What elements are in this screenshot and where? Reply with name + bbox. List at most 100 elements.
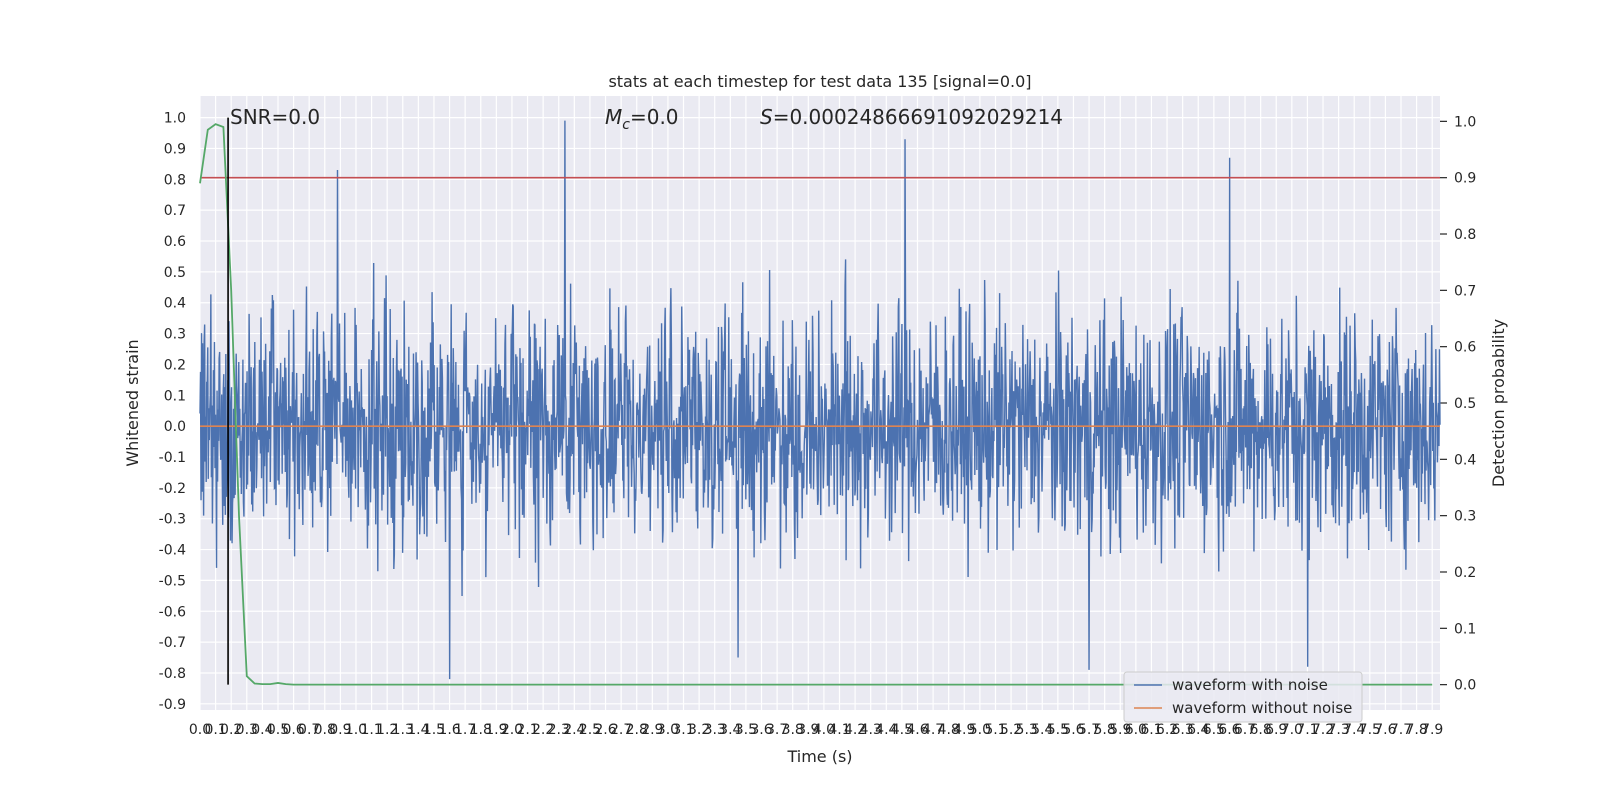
x-tick-label: 1.9 xyxy=(485,722,507,738)
y-tick-label: 0.8 xyxy=(164,172,186,188)
x-tick-label: 1.1 xyxy=(360,722,382,738)
x-tick-label: 7.5 xyxy=(1359,722,1381,738)
y-tick-label: 0.6 xyxy=(164,234,186,250)
x-tick-label: 3.0 xyxy=(657,722,679,738)
legend: waveform with noise waveform without noi… xyxy=(1123,671,1363,723)
x-tick-label: 7.6 xyxy=(1374,722,1396,738)
x-tick-label: 1.3 xyxy=(392,722,414,738)
x-tick-label: 4.5 xyxy=(891,722,913,738)
x-tick-label: 4.8 xyxy=(938,722,960,738)
mc-value: =0.0 xyxy=(630,105,679,129)
x-tick-label: 5.6 xyxy=(1062,722,1084,738)
chirp-mass-annotation: Mc=0.0 xyxy=(605,105,679,133)
y-tick-label: -0.3 xyxy=(159,512,186,528)
x-tick-label: 0.7 xyxy=(298,722,320,738)
x-tick-label: 3.5 xyxy=(735,722,757,738)
y-tick-label: -0.6 xyxy=(159,604,186,620)
x-tick-label: 5.4 xyxy=(1031,722,1053,738)
x-tick-label: 4.0 xyxy=(813,722,835,738)
x-tick-label: 1.2 xyxy=(376,722,398,738)
x-tick-label: 1.7 xyxy=(454,722,476,738)
x-axis-ticks: 0.00.10.20.30.40.50.60.70.80.91.01.11.21… xyxy=(189,722,1443,738)
y-tick-label: -0.2 xyxy=(159,481,186,497)
x-tick-label: 0.0 xyxy=(189,722,211,738)
grid-right-horizontal xyxy=(1440,120,1447,686)
x-tick-label: 0.5 xyxy=(267,722,289,738)
x-tick-label: 7.4 xyxy=(1343,722,1365,738)
y-tick-label: -0.9 xyxy=(159,697,186,713)
x-tick-label: 2.5 xyxy=(579,722,601,738)
x-tick-label: 4.6 xyxy=(906,722,928,738)
x-tick-label: 5.2 xyxy=(1000,722,1022,738)
y2-tick-label: 0.1 xyxy=(1454,621,1476,637)
x-axis-label: Time (s) xyxy=(786,747,852,766)
y-tick-label: 0.2 xyxy=(164,357,186,373)
x-tick-label: 3.8 xyxy=(782,722,804,738)
x-tick-label: 1.5 xyxy=(423,722,445,738)
y-axis-label: Whitened strain xyxy=(123,339,142,466)
x-tick-label: 0.9 xyxy=(329,722,351,738)
x-tick-label: 6.7 xyxy=(1234,722,1256,738)
x-tick-label: 6.5 xyxy=(1203,722,1225,738)
x-tick-label: 2.2 xyxy=(532,722,554,738)
x-tick-label: 4.1 xyxy=(828,722,850,738)
x-tick-label: 7.3 xyxy=(1327,722,1349,738)
y-tick-label: 1.0 xyxy=(164,111,186,127)
y-tick-label: 0.1 xyxy=(164,388,186,404)
x-tick-label: 4.3 xyxy=(860,722,882,738)
x-tick-label: 7.1 xyxy=(1296,722,1318,738)
x-tick-label: 2.6 xyxy=(594,722,616,738)
x-tick-label: 6.1 xyxy=(1140,722,1162,738)
x-tick-label: 7.0 xyxy=(1281,722,1303,738)
y-tick-label: -0.1 xyxy=(159,450,186,466)
y-tick-label: 0.4 xyxy=(164,296,186,312)
x-tick-label: 5.1 xyxy=(984,722,1006,738)
x-tick-label: 6.2 xyxy=(1156,722,1178,738)
x-tick-label: 1.0 xyxy=(345,722,367,738)
x-tick-label: 4.4 xyxy=(875,722,897,738)
snr-annotation: SNR=0.0 xyxy=(230,105,320,129)
y2-tick-label: 0.5 xyxy=(1454,396,1476,412)
x-tick-label: 6.3 xyxy=(1172,722,1194,738)
x-tick-label: 4.2 xyxy=(844,722,866,738)
s-value: =0.00024866691092029214 xyxy=(773,105,1063,129)
x-tick-label: 7.7 xyxy=(1390,722,1412,738)
s-annotation: S=0.00024866691092029214 xyxy=(760,105,1063,129)
x-tick-label: 7.9 xyxy=(1421,722,1443,738)
chart-title: stats at each timestep for test data 135… xyxy=(608,72,1031,91)
x-tick-label: 6.4 xyxy=(1187,722,1209,738)
series-waveform-with-noise xyxy=(199,120,1441,680)
x-tick-label: 3.2 xyxy=(688,722,710,738)
x-tick-label: 6.6 xyxy=(1218,722,1240,738)
legend-label-noise: waveform with noise xyxy=(1172,676,1328,694)
x-tick-label: 0.1 xyxy=(204,722,226,738)
y-tick-label: -0.5 xyxy=(159,573,186,589)
y2-tick-label: 0.2 xyxy=(1454,565,1476,581)
x-tick-label: 0.8 xyxy=(314,722,336,738)
y-tick-label: 0.9 xyxy=(164,141,186,157)
x-tick-label: 3.4 xyxy=(719,722,741,738)
x-tick-label: 3.6 xyxy=(750,722,772,738)
x-tick-label: 6.9 xyxy=(1265,722,1287,738)
x-tick-label: 2.0 xyxy=(501,722,523,738)
x-tick-label: 5.5 xyxy=(1047,722,1069,738)
x-tick-label: 6.0 xyxy=(1125,722,1147,738)
x-tick-label: 4.9 xyxy=(953,722,975,738)
y-tick-label: -0.7 xyxy=(159,635,186,651)
x-tick-label: 1.6 xyxy=(438,722,460,738)
x-tick-label: 2.3 xyxy=(548,722,570,738)
x-tick-label: 7.2 xyxy=(1312,722,1334,738)
mc-subscript: c xyxy=(622,117,630,133)
x-tick-label: 5.9 xyxy=(1109,722,1131,738)
y2-tick-label: 0.9 xyxy=(1454,171,1476,187)
x-tick-label: 1.4 xyxy=(407,722,429,738)
x-tick-label: 2.7 xyxy=(610,722,632,738)
x-tick-label: 5.0 xyxy=(969,722,991,738)
mc-symbol: M xyxy=(605,105,622,129)
x-tick-label: 2.9 xyxy=(641,722,663,738)
y2-tick-label: 0.3 xyxy=(1454,509,1476,525)
y-axis-ticks: 1.0 0.9 0.8 0.7 0.6 0.5 0.4 0.3 0.2 0.1 0.0 -0.1 -0.… xyxy=(159,111,186,713)
x-tick-label: 3.1 xyxy=(672,722,694,738)
